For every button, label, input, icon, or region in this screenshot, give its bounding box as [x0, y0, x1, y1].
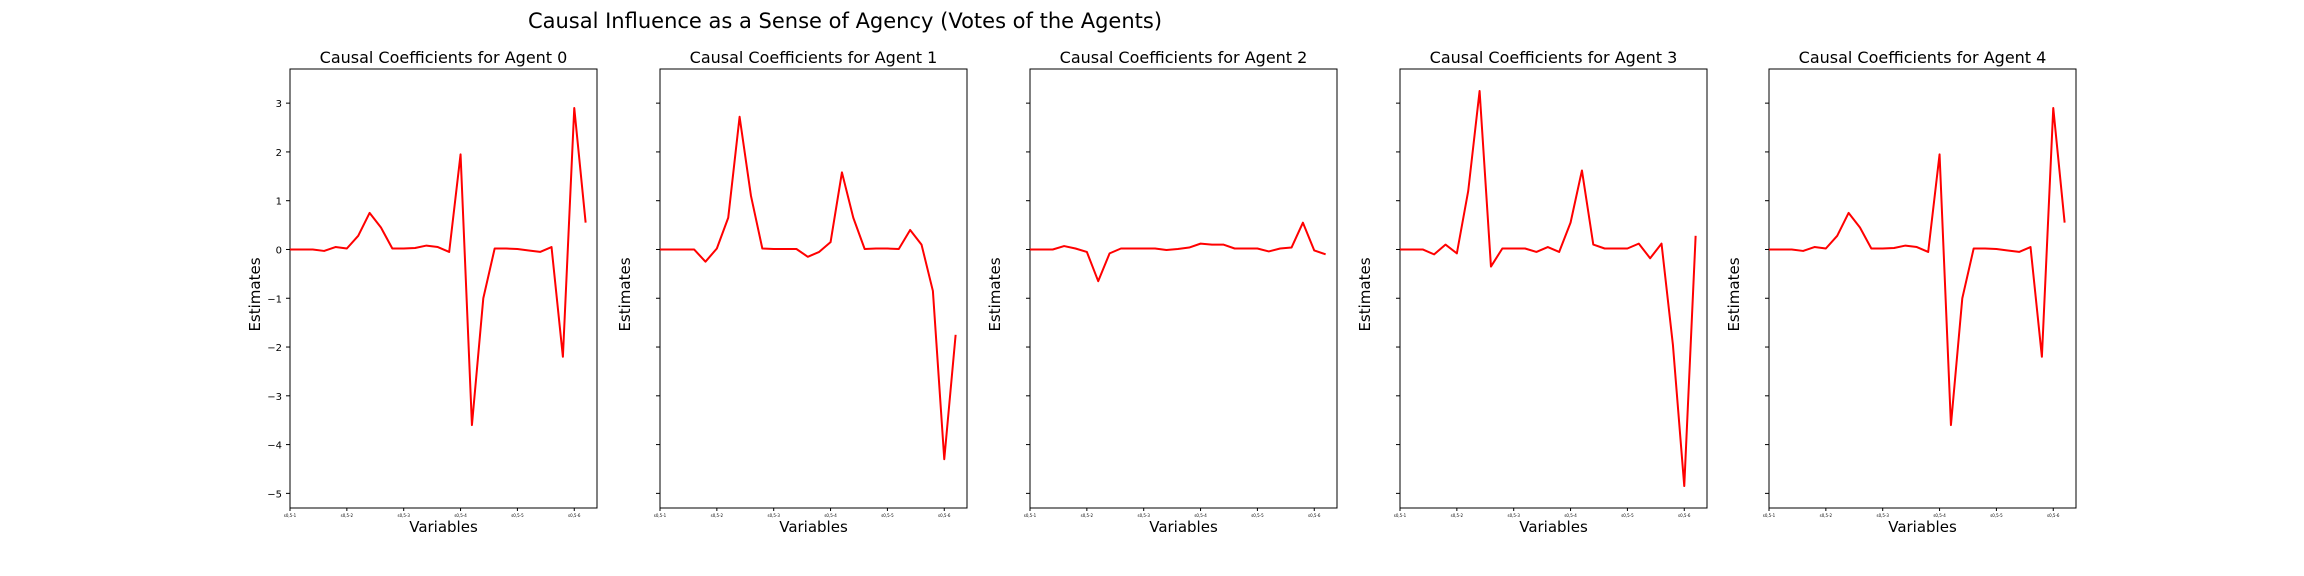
x-tick-label: s0,5-2	[1081, 513, 1094, 518]
x-tick-label: s0,5-3	[1507, 513, 1520, 518]
x-tick-label: s0,5-6	[568, 513, 581, 518]
chart-title: Causal Coefficients for Agent 1	[690, 48, 938, 67]
x-tick-label: s0,5-6	[1308, 513, 1321, 518]
x-tick-label: s0,5-4	[1564, 513, 1577, 518]
x-tick-label: s0,5-5	[1990, 513, 2003, 518]
x-tick-label: s0,5-5	[881, 513, 894, 518]
y-axis-label: Estimates	[1725, 257, 1743, 331]
x-tick-label: s0,5-1	[1024, 513, 1037, 518]
x-tick-label: s0,5-1	[284, 513, 297, 518]
series-line	[1030, 221, 1326, 283]
x-axis-label: Variables	[779, 518, 848, 536]
x-tick-label: s0,5-1	[1394, 513, 1407, 518]
y-tick-label: 0	[276, 245, 282, 256]
x-tick-label: s0,5-1	[1763, 513, 1776, 518]
series-line	[660, 115, 957, 461]
y-tick-label: 1	[276, 197, 282, 208]
y-tick-label: −2	[267, 343, 282, 354]
chart-title: Causal Coefficients for Agent 4	[1799, 48, 2047, 67]
y-axis-label: Estimates	[246, 257, 264, 331]
x-tick-label: s0,5-2	[1451, 513, 1464, 518]
chart-panel-4: Causal Coefficients for Agent 4 s0,5-1 s0,…	[1725, 48, 2077, 536]
y-tick-label: −1	[267, 294, 282, 305]
y-tick-label: −5	[267, 489, 282, 500]
x-axis-label: Variables	[1519, 518, 1588, 536]
x-tick-label: s0,5-1	[654, 513, 667, 518]
x-tick-label: s0,5-4	[1933, 513, 1946, 518]
chart-title: Causal Coefficients for Agent 3	[1430, 48, 1678, 67]
y-axis-label: Estimates	[1356, 257, 1374, 331]
chart-title: Causal Coefficients for Agent 2	[1060, 48, 1308, 67]
x-tick-label: s0,5-6	[1678, 513, 1691, 518]
x-tick-label: s0,5-3	[397, 513, 410, 518]
axes-frame	[1029, 68, 1338, 509]
y-tick-label: 2	[276, 148, 282, 159]
y-axis-label: Estimates	[986, 257, 1004, 331]
x-axis-label: Variables	[1149, 518, 1218, 536]
x-tick-label: s0,5-2	[1820, 513, 1833, 518]
y-tick-label: −3	[267, 392, 282, 403]
axes-frame	[659, 68, 968, 509]
x-tick-label: s0,5-6	[2047, 513, 2060, 518]
y-tick-label: 3	[276, 99, 282, 110]
series-line	[290, 107, 587, 427]
x-tick-label: s0,5-3	[767, 513, 780, 518]
chart-title: Causal Coefficients for Agent 0	[320, 48, 568, 67]
x-tick-label: s0,5-6	[938, 513, 951, 518]
x-tick-label: s0,5-4	[824, 513, 837, 518]
x-tick-label: s0,5-4	[1194, 513, 1207, 518]
x-tick-label: s0,5-5	[1251, 513, 1264, 518]
x-tick-label: s0,5-2	[711, 513, 724, 518]
x-tick-label: s0,5-2	[341, 513, 354, 518]
x-axis-label: Variables	[1888, 518, 1957, 536]
x-tick-label: s0,5-3	[1876, 513, 1889, 518]
axes-frame	[1399, 68, 1708, 509]
y-axis-label: Estimates	[616, 257, 634, 331]
chart-panel-0: Causal Coefficients for Agent 0 3 2 1 0 −1 −2 −…	[246, 48, 598, 536]
x-axis-label: Variables	[409, 518, 478, 536]
x-tick-label: s0,5-5	[1621, 513, 1634, 518]
x-tick-label: s0,5-3	[1137, 513, 1150, 518]
series-line	[1400, 89, 1697, 488]
x-tick-label: s0,5-5	[511, 513, 524, 518]
chart-panel-1: Causal Coefficients for Agent 1 s0,5-1 s0,…	[616, 48, 968, 536]
axes-frame	[289, 68, 598, 509]
axes-frame	[1768, 68, 2077, 509]
series-line	[1769, 107, 2066, 427]
y-tick-label: −4	[267, 441, 282, 452]
chart-panel-3: Causal Coefficients for Agent 3 s0,5-1 s0,…	[1356, 48, 1708, 536]
x-tick-label: s0,5-4	[454, 513, 467, 518]
chart-panel-2: Causal Coefficients for Agent 2 s0,5-1 s0,…	[986, 48, 1338, 536]
figure-suptitle: Causal Influence as a Sense of Agency (V…	[528, 9, 1162, 33]
